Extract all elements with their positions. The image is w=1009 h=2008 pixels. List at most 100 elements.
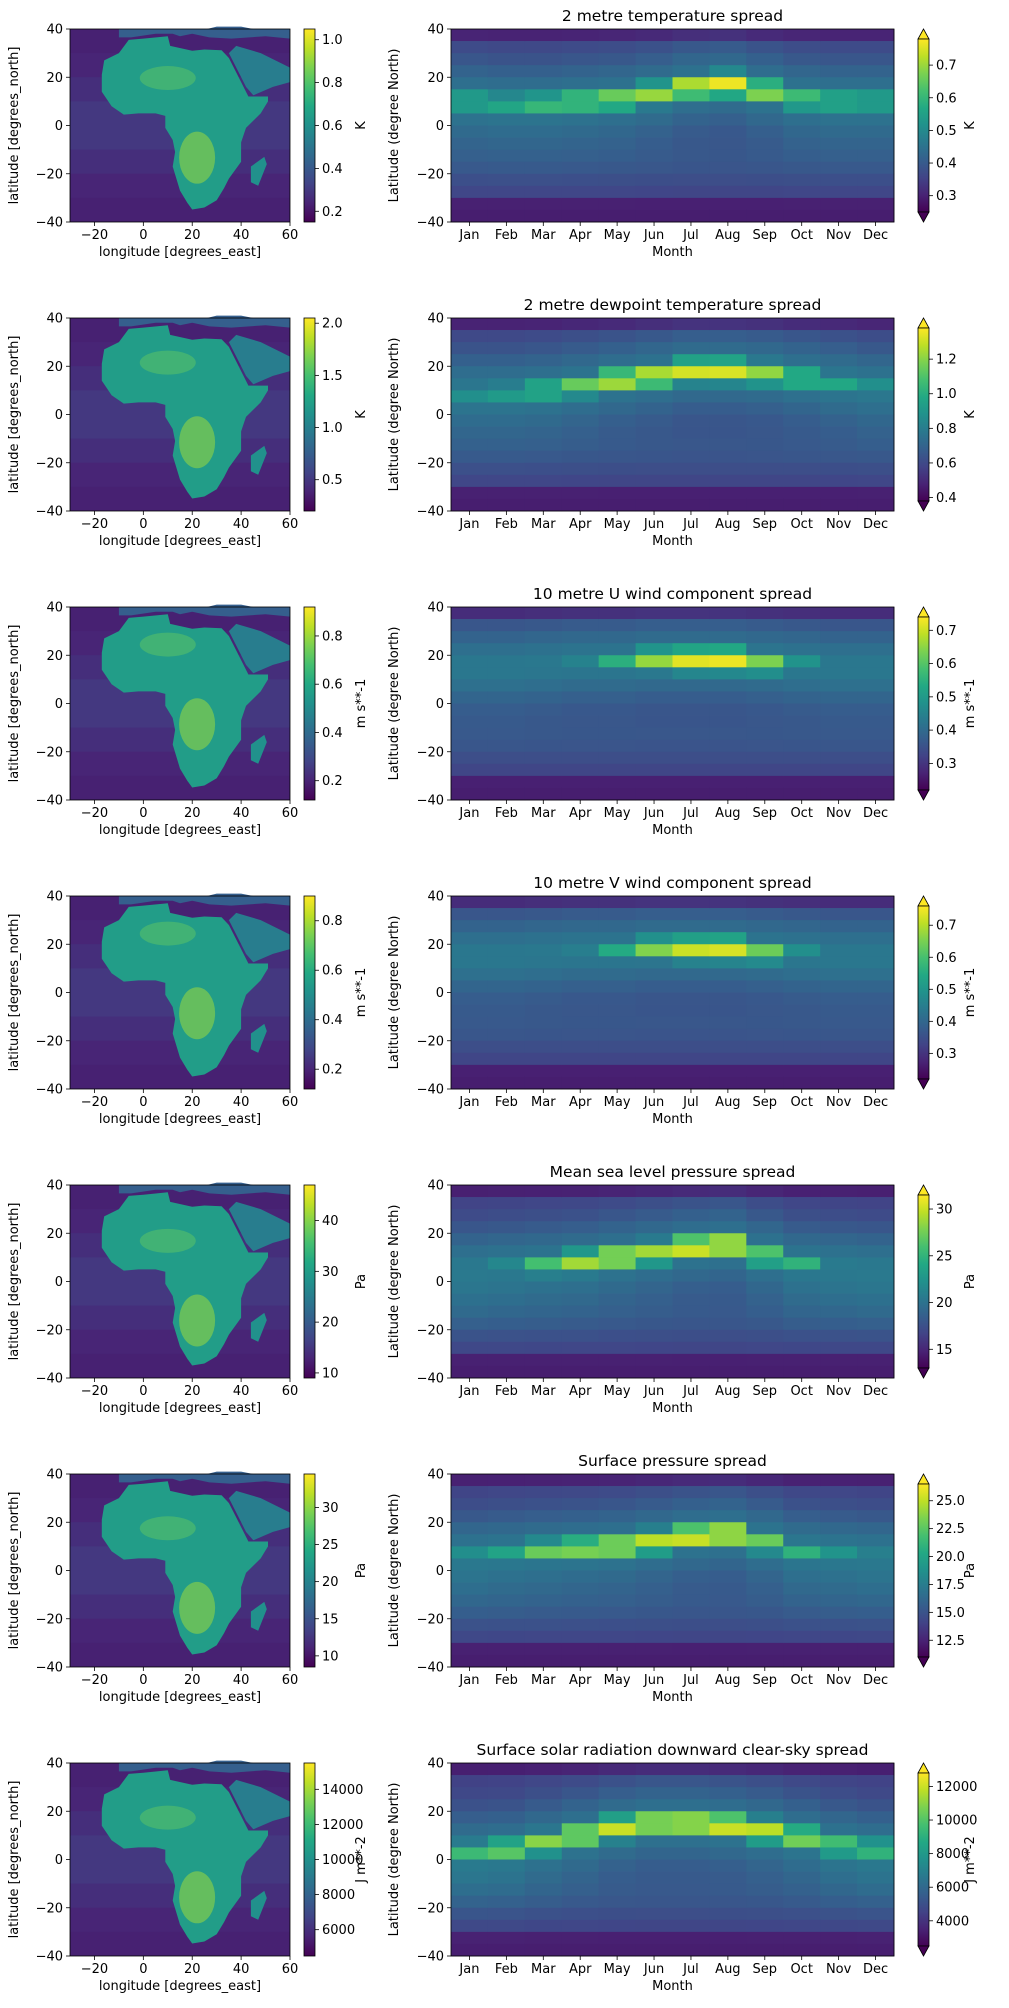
hovmoller-x-axis-label: Month <box>652 823 693 838</box>
hovmoller-cell <box>635 1257 673 1270</box>
hovmoller-cell <box>598 1859 636 1872</box>
hovmoller-cell <box>524 1365 563 1379</box>
hovmoller-y-tick-label: 0 <box>436 697 444 712</box>
hovmoller-colorbar-tick-label: 0.3 <box>936 1047 957 1062</box>
hovmoller-cell <box>451 1076 489 1090</box>
hovmoller-cell <box>672 89 710 102</box>
map-colorbar-units: m s**-1 <box>354 679 369 729</box>
hovmoller-colorbar-units: m s**-1 <box>963 679 978 729</box>
hovmoller-colorbar-tick-label: 0.5 <box>936 983 957 998</box>
hovmoller-y-tick-label: 20 <box>427 649 444 664</box>
hovmoller-cell <box>857 1028 895 1042</box>
hovmoller-cell <box>598 101 636 114</box>
hovmoller-cell <box>672 318 710 331</box>
map-arabia-landmass <box>228 334 290 385</box>
hovmoller-x-tick-label: Oct <box>790 517 812 532</box>
hovmoller-cell <box>561 1281 600 1294</box>
hovmoller-cell <box>524 1871 563 1885</box>
hovmoller-cell <box>820 1522 858 1535</box>
hovmoller-cell <box>561 209 600 223</box>
hovmoller-cell <box>783 330 821 343</box>
hovmoller-cell <box>561 462 600 476</box>
hovmoller-cell <box>635 354 673 367</box>
hovmoller-cell <box>451 414 489 427</box>
hovmoller-cell <box>561 1353 600 1367</box>
hovmoller-cell <box>451 643 489 656</box>
hovmoller-cell <box>598 1883 636 1897</box>
hovmoller-cell <box>709 342 747 355</box>
hovmoller-cell <box>635 1474 673 1487</box>
hovmoller-colorbar-bar <box>917 327 930 502</box>
hovmoller-cell <box>524 498 563 512</box>
hovmoller-cell <box>857 1594 895 1608</box>
hovmoller-y-tick-label: −40 <box>417 1372 444 1387</box>
hovmoller-cell <box>487 1197 526 1210</box>
hovmoller-cell <box>857 775 895 789</box>
hovmoller-cell <box>561 474 600 488</box>
hovmoller-cell <box>857 101 895 114</box>
map-x-axis-label: longitude [degrees_east] <box>99 823 261 838</box>
hovmoller-cell <box>857 1365 895 1379</box>
hovmoller-cell <box>746 787 784 801</box>
hovmoller-cell <box>783 1365 821 1379</box>
hovmoller-cell <box>746 137 784 151</box>
hovmoller-cell <box>561 703 600 716</box>
hovmoller-x-tick-label: Feb <box>495 517 518 532</box>
hovmoller-cell <box>524 1016 563 1030</box>
map-arabia-landmass <box>228 912 290 963</box>
hovmoller-cell <box>709 691 747 704</box>
hovmoller-cell <box>746 727 784 741</box>
hovmoller-cell <box>487 1931 526 1945</box>
hovmoller-cell <box>635 908 673 921</box>
hovmoller-cell <box>487 1654 526 1668</box>
hovmoller-cell <box>857 1233 895 1246</box>
hovmoller-cell <box>598 1642 636 1656</box>
hovmoller-cell <box>598 1558 636 1571</box>
hovmoller-y-tick-label: 40 <box>427 890 444 905</box>
map-europe-landmass <box>118 1471 291 1484</box>
hovmoller-cell <box>561 185 600 199</box>
hovmoller-cell <box>672 101 710 114</box>
hovmoller-cell <box>709 1763 747 1776</box>
hovmoller-cell <box>598 185 636 199</box>
hovmoller-cell <box>783 474 821 488</box>
hovmoller-cell <box>857 1004 895 1018</box>
hovmoller-cell <box>746 968 784 981</box>
hovmoller-cell <box>561 992 600 1005</box>
hovmoller-cell <box>561 1197 600 1210</box>
hovmoller-cell <box>820 53 858 66</box>
hovmoller-cell <box>783 113 821 126</box>
map-highlight-south <box>179 987 216 1040</box>
hovmoller-cell <box>487 1823 526 1836</box>
hovmoller-cell <box>672 1353 710 1367</box>
hovmoller-colorbar-tick-label: 12000 <box>936 1780 977 1795</box>
map-colorbar-tick-label: 0.4 <box>322 726 343 741</box>
hovmoller-cell <box>561 101 600 114</box>
hovmoller-cell <box>561 751 600 765</box>
hovmoller-x-tick-label: Oct <box>790 1095 812 1110</box>
hovmoller-cell <box>561 691 600 704</box>
hovmoller-cell <box>672 1052 710 1066</box>
map-x-tick-label: −20 <box>81 1673 108 1688</box>
hovmoller-cell <box>451 1630 489 1644</box>
map-colorbar-tick-label: 20 <box>322 1316 339 1331</box>
hovmoller-cell <box>820 1895 858 1909</box>
hovmoller-cell <box>451 1570 489 1583</box>
hovmoller-y-tick-label: 20 <box>427 1805 444 1820</box>
hovmoller-cell <box>857 1570 895 1583</box>
hovmoller-cell <box>451 1907 489 1921</box>
hovmoller-cell <box>635 65 673 78</box>
hovmoller-cell <box>746 113 784 126</box>
hovmoller-cell <box>820 1883 858 1897</box>
hovmoller-cell <box>820 1245 858 1258</box>
hovmoller-cell <box>561 980 600 993</box>
hovmoller-cell <box>783 161 821 175</box>
map-x-tick-label: 20 <box>184 1384 201 1399</box>
hovmoller-cell <box>524 426 563 440</box>
hovmoller-cell <box>561 1004 600 1018</box>
hovmoller-cell <box>598 197 636 211</box>
hovmoller-cell <box>524 65 563 78</box>
hovmoller-cell <box>487 1534 526 1547</box>
